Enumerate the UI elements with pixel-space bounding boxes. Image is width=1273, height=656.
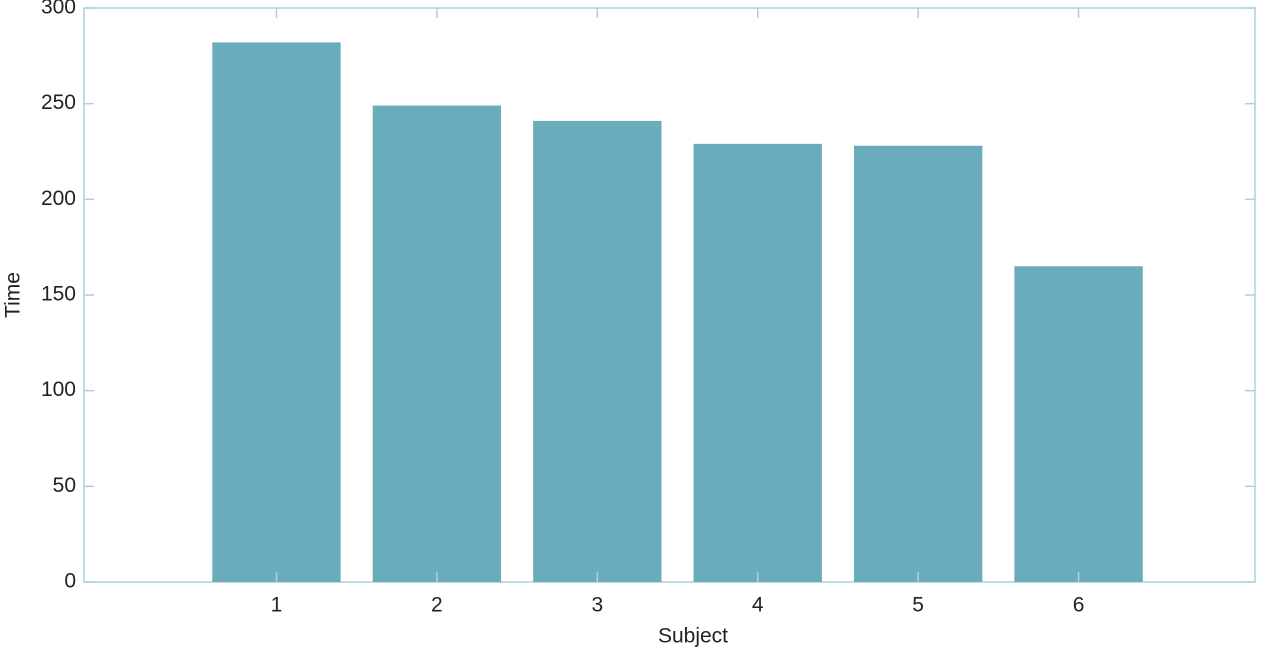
bar	[853, 145, 983, 582]
y-tick-label: 50	[53, 474, 76, 497]
x-tick-label: 3	[591, 594, 603, 617]
bar	[1014, 266, 1143, 582]
bar	[212, 42, 341, 582]
x-axis-label: Subject	[658, 625, 728, 648]
y-tick-label: 150	[41, 283, 76, 306]
bar	[533, 120, 662, 583]
y-tick-label: 200	[41, 187, 76, 210]
y-tick-label: 0	[64, 570, 76, 593]
x-tick-label: 1	[271, 594, 283, 617]
bar	[372, 105, 502, 582]
x-tick-label: 4	[752, 594, 764, 617]
x-tick-label: 5	[912, 594, 924, 617]
bar	[693, 143, 822, 582]
y-axis-label: Time	[2, 272, 25, 318]
y-tick-label: 250	[41, 91, 76, 114]
x-tick-label: 6	[1073, 594, 1085, 617]
y-tick-label: 300	[41, 0, 76, 19]
y-tick-label: 100	[41, 378, 76, 401]
x-tick-label: 2	[431, 594, 443, 617]
